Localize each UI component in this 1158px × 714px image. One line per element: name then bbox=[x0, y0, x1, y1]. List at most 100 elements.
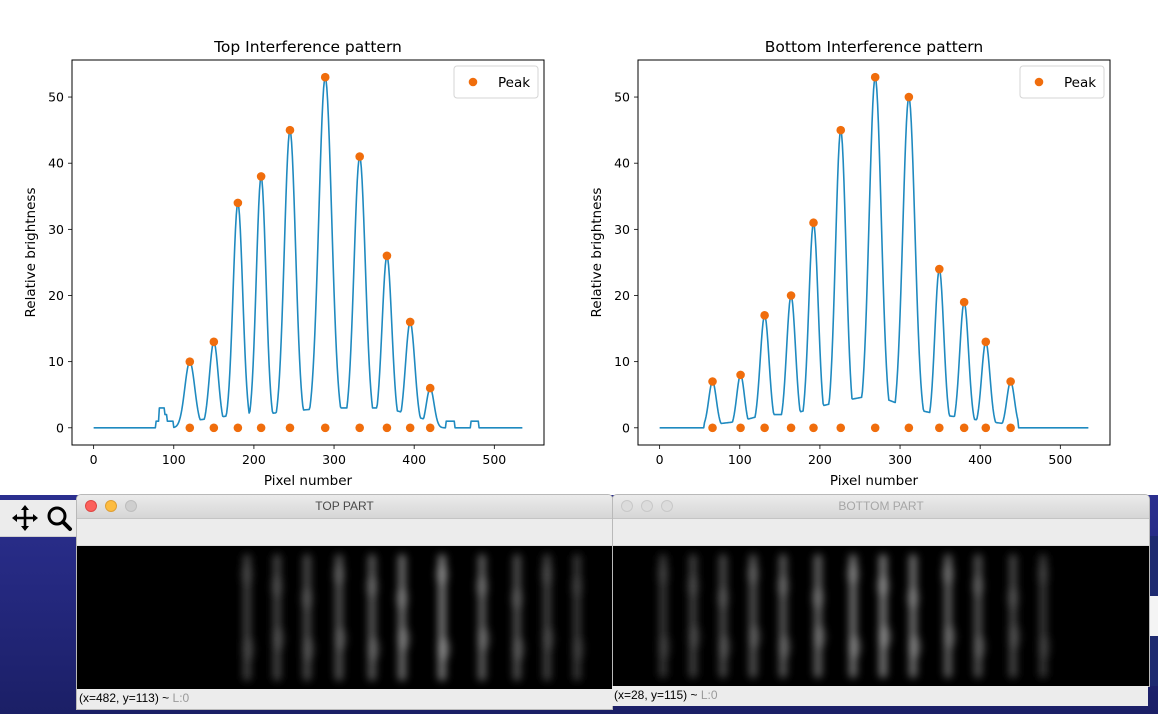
peak-point bbox=[708, 377, 717, 386]
y-axis-label: Relative brightness bbox=[23, 188, 39, 318]
chart-title: Top Interference pattern bbox=[213, 38, 402, 56]
fringe-band bbox=[689, 554, 697, 678]
peak-point bbox=[285, 423, 295, 433]
top-part-window[interactable]: TOP PART (x=482, y=113) ~ L:0 bbox=[76, 494, 613, 710]
legend-marker bbox=[468, 77, 478, 87]
fringe-band bbox=[1009, 554, 1017, 678]
legend-frame bbox=[1019, 65, 1105, 99]
y-tick-label: 0 bbox=[56, 420, 64, 435]
fringe-spot bbox=[944, 625, 956, 648]
fringe-spot bbox=[847, 564, 859, 584]
zoom-window-icon[interactable] bbox=[661, 500, 673, 512]
fringe-spot bbox=[812, 588, 824, 608]
fringe-spot bbox=[366, 576, 378, 597]
y-tick-label: 20 bbox=[48, 288, 64, 303]
fringe-spot bbox=[271, 576, 283, 597]
fringe-spot bbox=[657, 564, 669, 584]
close-icon[interactable] bbox=[621, 500, 633, 512]
fringe-spot bbox=[571, 576, 583, 597]
window-toolbar bbox=[613, 519, 1149, 546]
legend: Peak bbox=[1019, 65, 1105, 99]
image-viewer[interactable] bbox=[613, 546, 1149, 686]
fringe-band bbox=[273, 554, 281, 681]
fringe-spot bbox=[777, 576, 789, 596]
peak-point bbox=[405, 317, 415, 327]
peak-point bbox=[382, 423, 392, 433]
brightness-line bbox=[93, 76, 523, 429]
y-tick-label: 10 bbox=[48, 354, 64, 369]
interference-image bbox=[77, 546, 612, 689]
fringe-spot bbox=[335, 627, 347, 650]
x-tick-label: 200 bbox=[242, 452, 266, 467]
fringe-spot bbox=[396, 588, 408, 609]
legend: Peak bbox=[453, 65, 539, 99]
peak-point bbox=[786, 423, 796, 433]
status-readout: (x=482, y=113) ~ L:0 bbox=[79, 691, 189, 705]
zoom-icon[interactable] bbox=[43, 502, 75, 534]
fringe-spot bbox=[879, 625, 891, 648]
fringe-spot bbox=[907, 588, 919, 608]
fringe-spot bbox=[974, 635, 986, 658]
peak-point bbox=[209, 423, 219, 433]
status-level: L:0 bbox=[172, 691, 190, 705]
fringe-spot bbox=[749, 625, 761, 648]
fringe-spot bbox=[301, 588, 313, 609]
title-bar[interactable]: BOTTOM PART bbox=[613, 495, 1149, 519]
peak-point bbox=[836, 423, 846, 433]
peak-point bbox=[233, 423, 243, 433]
peak-point bbox=[425, 383, 435, 393]
fringe-spot bbox=[717, 588, 729, 608]
fringe-spot bbox=[513, 637, 525, 660]
fringe-spot bbox=[303, 637, 315, 660]
status-bar: (x=482, y=113) ~ L:0 bbox=[77, 689, 612, 709]
background-window-edge bbox=[1148, 536, 1158, 686]
image-viewer[interactable] bbox=[77, 546, 612, 689]
fringe-band bbox=[974, 554, 982, 678]
bottom-part-window[interactable]: BOTTOM PART bbox=[612, 494, 1150, 687]
peak-point bbox=[708, 423, 717, 433]
fringe-spot bbox=[1039, 635, 1051, 658]
fringe-spot bbox=[779, 635, 791, 658]
plot-toolbar bbox=[0, 500, 76, 537]
peak-point bbox=[786, 291, 796, 300]
zoom-window-icon[interactable] bbox=[125, 500, 137, 512]
peak-point bbox=[959, 423, 969, 433]
window-toolbar bbox=[77, 519, 612, 546]
fringe-spot bbox=[436, 564, 448, 585]
fringe-spot bbox=[747, 564, 759, 584]
peak-point bbox=[870, 72, 880, 82]
status-coords: (x=28, y=115) ~ bbox=[614, 688, 701, 702]
fringe-spot bbox=[849, 635, 861, 658]
fringe-spot bbox=[478, 627, 490, 650]
fringe-spot bbox=[573, 637, 585, 660]
x-tick-label: 300 bbox=[888, 452, 912, 467]
x-tick-label: 100 bbox=[728, 452, 752, 467]
status-level: L:0 bbox=[700, 688, 718, 702]
peak-point bbox=[320, 423, 330, 433]
peak-point bbox=[981, 423, 991, 433]
peak-point bbox=[736, 423, 745, 433]
fringe-spot bbox=[541, 564, 553, 585]
move-icon[interactable] bbox=[9, 502, 41, 534]
y-tick-label: 50 bbox=[48, 90, 64, 105]
minimize-icon[interactable] bbox=[641, 500, 653, 512]
fringe-spot bbox=[689, 625, 701, 648]
fringe-spot bbox=[1037, 564, 1049, 584]
fringe-band bbox=[398, 554, 406, 681]
peak-point bbox=[870, 423, 880, 433]
legend-marker bbox=[1034, 77, 1044, 87]
title-bar[interactable]: TOP PART bbox=[77, 495, 612, 519]
status-readout: (x=28, y=115) ~ L:0 bbox=[614, 688, 718, 702]
minimize-icon[interactable] bbox=[105, 500, 117, 512]
peak-point bbox=[185, 357, 195, 366]
peak-point bbox=[320, 72, 330, 82]
peak-point bbox=[285, 125, 295, 135]
fringe-spot bbox=[398, 627, 410, 650]
close-icon[interactable] bbox=[85, 500, 97, 512]
fringe-band bbox=[513, 554, 521, 681]
fringe-spot bbox=[243, 637, 255, 660]
fringe-spot bbox=[241, 564, 253, 585]
fringe-spot bbox=[942, 564, 954, 584]
x-tick-label: 0 bbox=[90, 452, 98, 467]
fringe-band bbox=[814, 554, 822, 678]
